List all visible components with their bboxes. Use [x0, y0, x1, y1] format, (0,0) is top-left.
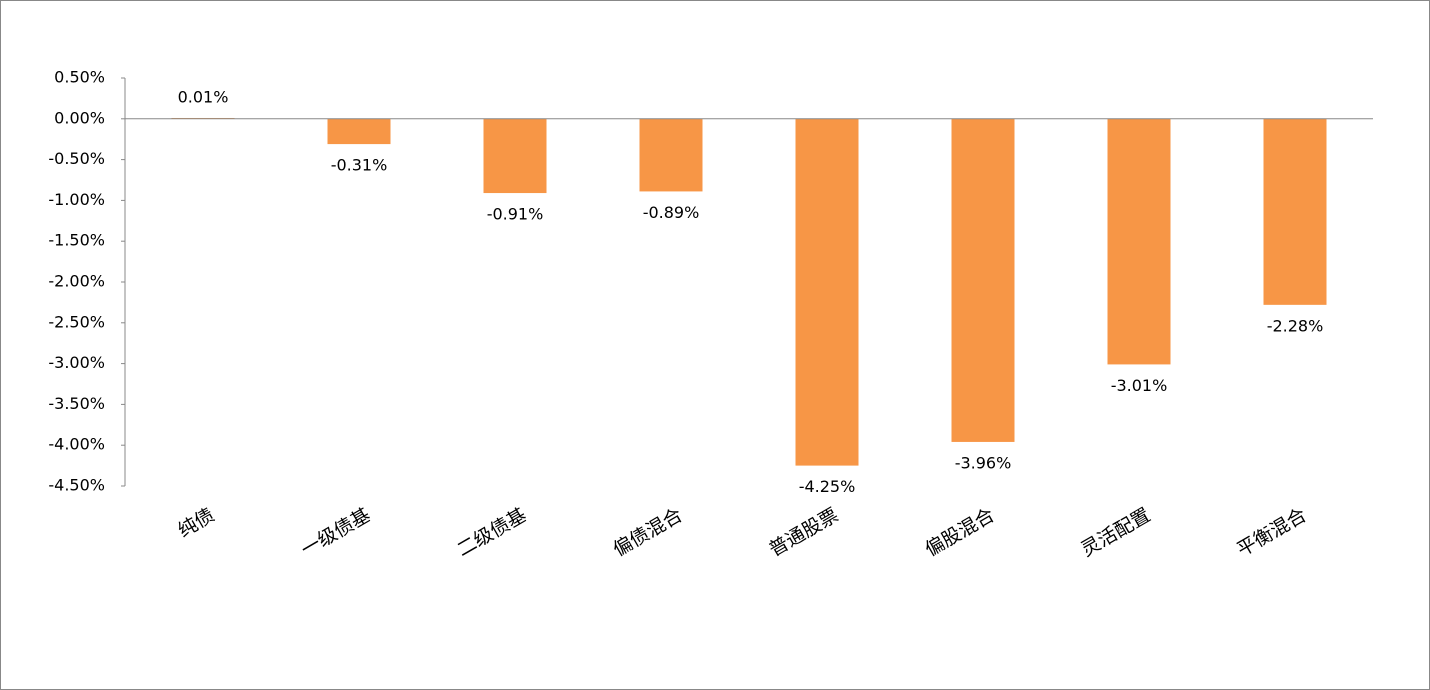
data-label: -3.01% [1111, 376, 1168, 395]
y-tick-label: 0.00% [54, 108, 105, 127]
data-label: 0.01% [178, 87, 229, 106]
data-label: -2.28% [1267, 316, 1324, 335]
data-label: -0.89% [643, 203, 700, 222]
y-tick-label: -2.50% [48, 312, 105, 331]
y-tick-label: -4.00% [48, 435, 105, 454]
y-tick-label: -1.50% [48, 231, 105, 250]
bar [1263, 118, 1327, 305]
y-tick-label: -1.00% [48, 190, 105, 209]
data-label: -3.96% [955, 453, 1012, 472]
bar [795, 118, 859, 466]
bar [327, 118, 391, 145]
y-tick-label: -0.50% [48, 149, 105, 168]
bar [483, 118, 547, 194]
y-tick-label: -3.00% [48, 353, 105, 372]
y-tick-label: -3.50% [48, 394, 105, 413]
y-tick-label: -4.50% [48, 476, 105, 495]
y-tick-label: -2.00% [48, 272, 105, 291]
bar [1107, 118, 1171, 365]
data-label: -4.25% [799, 477, 856, 496]
y-tick-label: 0.50% [54, 68, 105, 87]
data-label: -0.31% [331, 156, 388, 175]
bar [951, 118, 1015, 442]
bar [639, 118, 703, 192]
data-label: -0.91% [487, 205, 544, 224]
